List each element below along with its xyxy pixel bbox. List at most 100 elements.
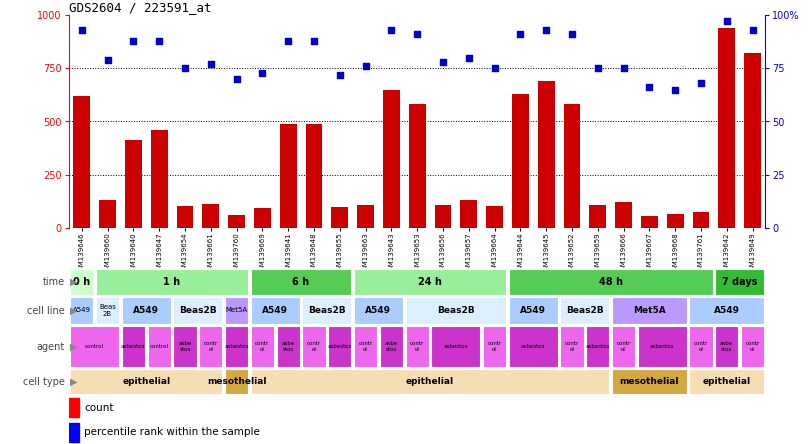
Point [178,65,191,72]
Point [385,26,398,33]
FancyBboxPatch shape [70,369,223,394]
Bar [460,200,477,228]
FancyBboxPatch shape [354,269,506,295]
FancyBboxPatch shape [70,297,93,324]
FancyBboxPatch shape [561,326,583,367]
Point [539,26,552,33]
Text: 7 days: 7 days [722,277,757,287]
Bar [641,216,658,228]
Point [617,65,630,72]
Point [463,54,475,61]
Text: 1 h: 1 h [164,277,181,287]
Text: asbestos: asbestos [122,344,146,349]
Text: contr
ol: contr ol [410,341,424,352]
Text: mesothelial: mesothelial [620,377,679,386]
Text: asbestos: asbestos [586,344,610,349]
Text: A549: A549 [73,308,91,313]
Point [411,31,424,38]
Text: epithelial: epithelial [406,377,454,386]
Bar [590,205,606,228]
Text: Beas
2B: Beas 2B [99,304,116,317]
Text: A549: A549 [365,306,391,315]
FancyBboxPatch shape [509,297,558,324]
FancyBboxPatch shape [328,326,352,367]
Point [127,37,140,44]
FancyBboxPatch shape [561,297,609,324]
Bar [99,200,116,228]
Bar [667,214,684,228]
Bar [538,81,555,228]
Bar [69,398,79,417]
Point [101,56,114,63]
FancyBboxPatch shape [251,369,609,394]
Text: A549: A549 [134,306,160,315]
FancyBboxPatch shape [612,326,635,367]
Text: GDS2604 / 223591_at: GDS2604 / 223591_at [69,1,211,14]
Point [565,31,578,38]
Text: A549: A549 [714,306,740,315]
Text: asbe
stos: asbe stos [385,341,398,352]
FancyBboxPatch shape [406,326,428,367]
Point [152,37,165,44]
Text: contr
ol: contr ol [488,341,501,352]
FancyBboxPatch shape [509,269,713,295]
Point [720,18,733,25]
Text: asbestos: asbestos [521,344,545,349]
Point [308,37,321,44]
Point [204,60,217,67]
FancyBboxPatch shape [483,326,506,367]
Point [359,63,372,70]
Text: contr
ol: contr ol [307,341,321,352]
FancyBboxPatch shape [96,269,248,295]
Point [282,37,295,44]
Text: asbestos: asbestos [444,344,468,349]
Text: contr
ol: contr ol [255,341,270,352]
Bar [228,215,245,228]
Bar [512,94,529,228]
FancyBboxPatch shape [276,326,300,367]
Text: ▶: ▶ [70,277,77,287]
FancyBboxPatch shape [173,326,197,367]
Text: 0 h: 0 h [73,277,90,287]
Text: contr
ol: contr ol [358,341,373,352]
Text: control: control [85,344,104,349]
Bar [434,205,451,228]
Bar [74,96,90,228]
Text: Beas2B: Beas2B [437,306,475,315]
Text: mesothelial: mesothelial [207,377,266,386]
Text: Beas2B: Beas2B [179,306,216,315]
Bar [564,104,580,228]
Text: epithelial: epithelial [703,377,751,386]
FancyBboxPatch shape [251,269,352,295]
FancyBboxPatch shape [199,326,223,367]
Text: cell line: cell line [27,305,65,316]
Point [75,26,88,33]
Bar [254,208,271,228]
Text: asbestos: asbestos [224,344,249,349]
FancyBboxPatch shape [251,326,274,367]
Text: asbe
stos: asbe stos [178,341,192,352]
FancyBboxPatch shape [715,269,764,295]
FancyBboxPatch shape [612,369,687,394]
Text: ▶: ▶ [70,377,77,386]
Point [437,58,450,65]
FancyBboxPatch shape [586,326,609,367]
Text: contr
ol: contr ol [616,341,631,352]
FancyBboxPatch shape [612,297,687,324]
FancyBboxPatch shape [122,297,171,324]
Text: contr
ol: contr ol [694,341,708,352]
Point [488,65,501,72]
FancyBboxPatch shape [689,326,713,367]
FancyBboxPatch shape [509,326,558,367]
FancyBboxPatch shape [689,369,764,394]
Text: 48 h: 48 h [599,277,623,287]
Bar [125,139,142,228]
Point [746,26,759,33]
FancyBboxPatch shape [715,326,739,367]
Point [694,79,707,87]
FancyBboxPatch shape [225,369,248,394]
Text: A549: A549 [520,306,546,315]
Text: ▶: ▶ [70,341,77,352]
Text: time: time [43,277,65,287]
FancyBboxPatch shape [251,297,300,324]
